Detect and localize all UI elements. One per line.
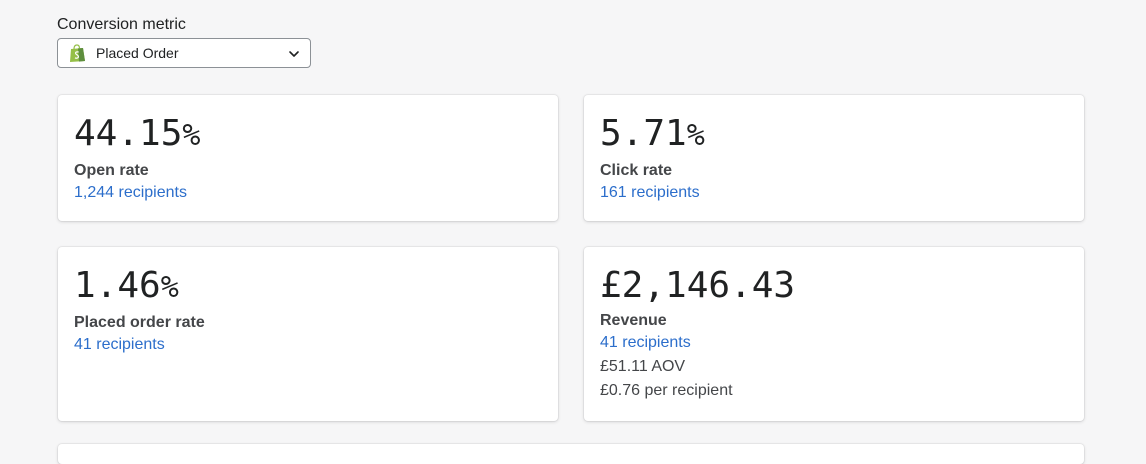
click-rate-unit: % (686, 118, 705, 153)
revenue-value: £2,146.43 (600, 265, 796, 306)
next-section-card (58, 444, 1084, 464)
conversion-metric-label: Conversion metric (57, 16, 186, 33)
click-rate-label: Click rate (600, 162, 673, 179)
placed-order-rate-value: 1.46% (74, 265, 179, 306)
revenue-label: Revenue (600, 312, 667, 329)
open-rate-value: 44.15% (74, 113, 201, 154)
click-rate-recipients-link[interactable]: 161 recipients (600, 184, 700, 201)
chevron-down-icon (288, 47, 300, 59)
conversion-metric-select[interactable]: Placed Order (57, 38, 311, 68)
open-rate-label: Open rate (74, 162, 149, 179)
conversion-metric-value: Placed Order (96, 45, 179, 61)
revenue-aov: £51.11 AOV (600, 358, 686, 375)
open-rate-card: 44.15% Open rate 1,244 recipients (58, 95, 558, 221)
click-rate-value: 5.71% (600, 113, 705, 154)
revenue-recipients-link[interactable]: 41 recipients (600, 334, 691, 351)
placed-order-rate-card: 1.46% Placed order rate 41 recipients (58, 247, 558, 421)
open-rate-unit: % (182, 118, 201, 153)
placed-order-recipients-link[interactable]: 41 recipients (74, 336, 165, 353)
placed-order-rate-label: Placed order rate (74, 314, 205, 331)
revenue-card: £2,146.43 Revenue 41 recipients £51.11 A… (584, 247, 1084, 421)
placed-order-rate-unit: % (160, 270, 179, 305)
shopify-bag-icon (69, 43, 86, 63)
open-rate-recipients-link[interactable]: 1,244 recipients (74, 184, 187, 201)
click-rate-card: 5.71% Click rate 161 recipients (584, 95, 1084, 221)
revenue-per-recipient: £0.76 per recipient (600, 382, 733, 399)
